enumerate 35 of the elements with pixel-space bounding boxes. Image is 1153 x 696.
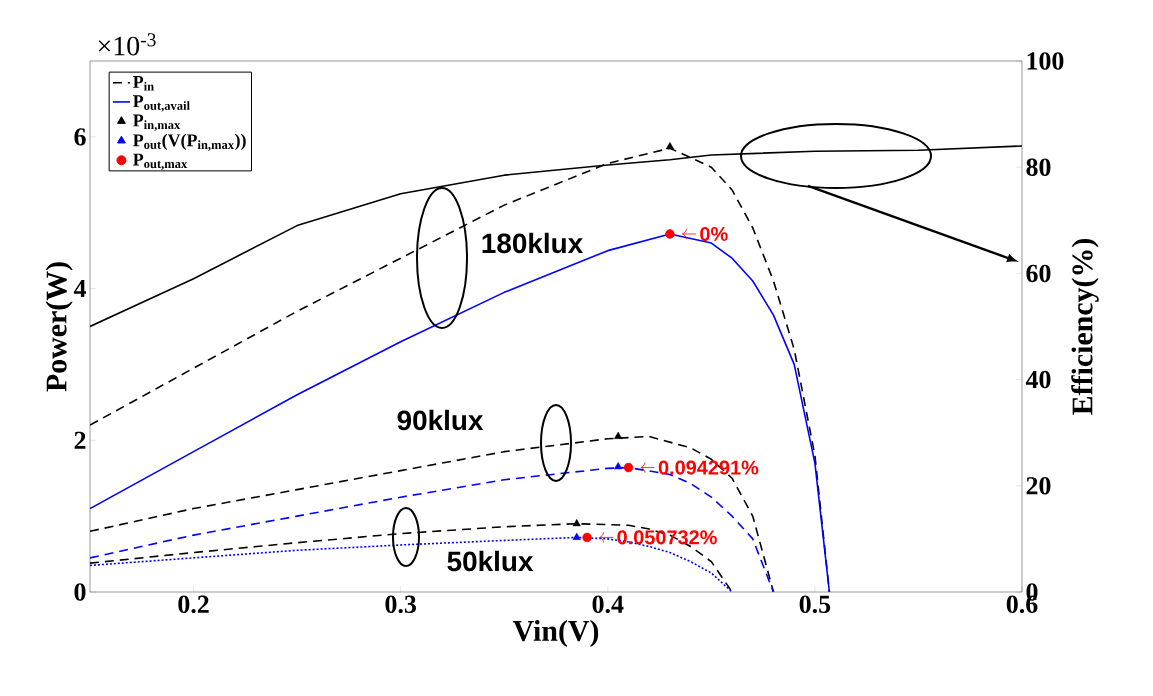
- y2-axis-title: Efficiency(%): [1071, 238, 1099, 415]
- legend-label: P$_{in}$: [133, 76, 154, 91]
- y2-tick-label: 80: [1026, 158, 1051, 176]
- x-axis-title: Vin(V): [512, 619, 599, 648]
- x-tick-label: 0.4: [592, 595, 624, 614]
- annotation: 0.094291%: [658, 460, 759, 475]
- point: [572, 532, 581, 540]
- legend-label: P$_{out,max}$: [133, 153, 188, 170]
- x-tick-label: 0.3: [385, 595, 416, 614]
- y-axis-title: Power(W): [45, 262, 73, 392]
- point: [614, 431, 623, 439]
- annotation: 0.050732%: [617, 530, 717, 545]
- legend-label: P$_{in,max}$: [133, 114, 181, 131]
- legend-label: P$_{out}$(V(P$_{in,max}$)): [133, 133, 246, 151]
- point: [582, 532, 592, 543]
- y2-tick-label: 60: [1026, 264, 1051, 283]
- annotation: 0%: [700, 226, 728, 241]
- annotation: 180klux: [482, 232, 583, 254]
- point: [665, 142, 674, 150]
- legend-label: P$_{out,avail}$: [133, 95, 190, 112]
- y-tick-label: 0: [74, 583, 86, 601]
- annotation: 50klux: [447, 550, 534, 572]
- annotation: 90klux: [397, 409, 484, 431]
- y2-tick-label: 100: [1027, 52, 1064, 70]
- y-tick-label: 4: [73, 280, 86, 298]
- point: [572, 519, 581, 527]
- y2-tick-label: 20: [1026, 477, 1051, 495]
- point: [623, 462, 634, 473]
- y-tick-label: 6: [74, 128, 86, 146]
- y2-tick-label: 40: [1025, 370, 1051, 389]
- y-tick-label: 2: [74, 431, 86, 449]
- x-tick-label: 0.5: [799, 595, 831, 614]
- text: ×10$^{-3}$: [98, 33, 156, 56]
- x-tick-label: 0.2: [178, 595, 209, 614]
- point: [614, 462, 623, 470]
